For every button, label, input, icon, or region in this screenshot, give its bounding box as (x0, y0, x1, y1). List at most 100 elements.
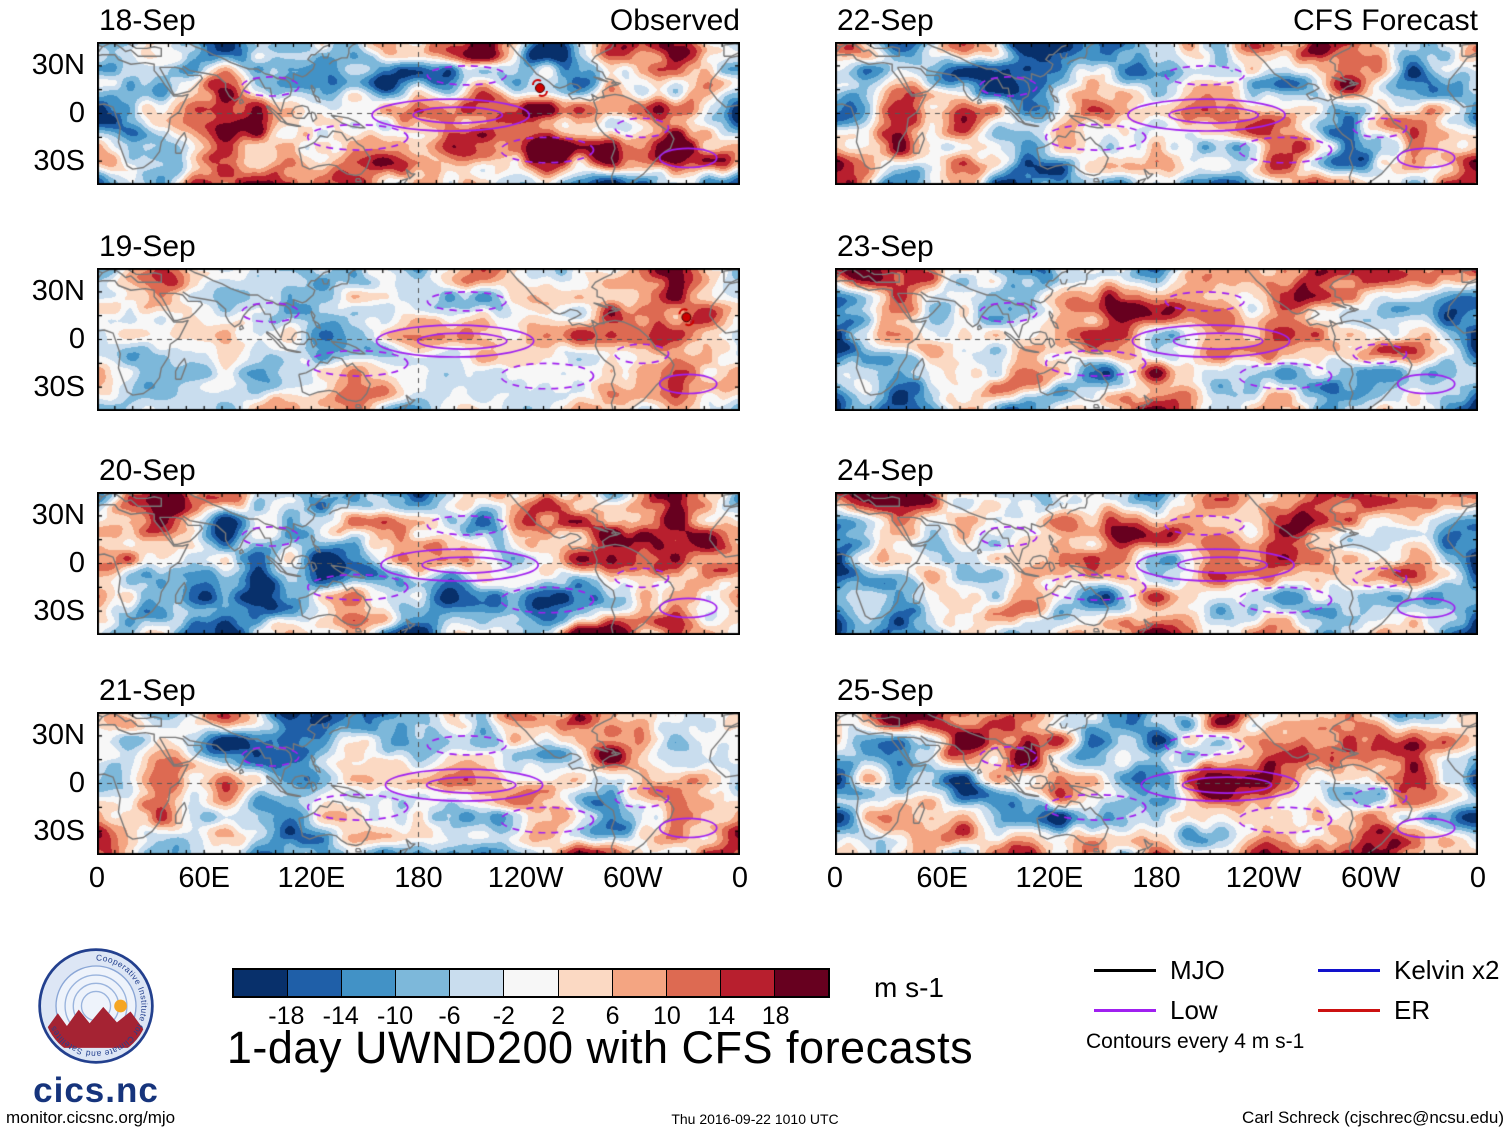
y-tick-30n: 30N (31, 499, 85, 531)
map-panel-observed-18-sep: 18-Sep Observed 30N 0 30S (32, 6, 740, 185)
panel-date-label: 24-Sep (837, 454, 934, 487)
map-canvas-observed-18-sep (97, 42, 740, 185)
colorbar-tick: 2 (551, 1002, 566, 1030)
x-tick-180: 180 (394, 862, 443, 894)
colorbar-tick: -10 (377, 1002, 414, 1030)
y-tick-30s: 30S (33, 595, 85, 627)
x-tick-60w: 60W (1341, 862, 1401, 894)
y-tick-30n: 30N (31, 275, 85, 307)
legend-item-low: Low (1094, 995, 1218, 1026)
legend-item-er: ER (1318, 995, 1430, 1026)
panel-date-label: 18-Sep (99, 4, 196, 37)
y-tick-eq: 0 (68, 767, 85, 799)
observed-column-header: Observed (609, 4, 740, 37)
map-panel-observed-19-sep: 19-Sep 30N 0 30S (32, 232, 740, 411)
colorbar-tick: -2 (492, 1002, 515, 1030)
panel-date-label: 22-Sep (837, 4, 934, 37)
legend-label-er: ER (1394, 995, 1431, 1025)
y-tick-30s: 30S (33, 371, 85, 403)
logo-sun (114, 999, 127, 1013)
colorbar-segment (612, 970, 667, 996)
cics-logo: Cooperative Institute for Climate and Sa… (12, 946, 180, 1111)
colorbar-segment (450, 970, 505, 996)
colorbar-segment (342, 970, 397, 996)
colorbar (232, 968, 830, 998)
y-tick-eq: 0 (68, 97, 85, 129)
map-canvas-forecast-23-sep (835, 268, 1478, 411)
x-tick-0: 0 (826, 862, 844, 894)
mjo-line (1094, 969, 1156, 972)
map-panel-observed-21-sep: 21-Sep 30N 0 30S (32, 676, 740, 855)
legend-label-kelvin: Kelvin x2 (1394, 955, 1500, 985)
map-panel-forecast-25-sep: 25-Sep (835, 676, 1478, 855)
colorbar-segment (774, 970, 829, 996)
colorbar-segment (558, 970, 613, 996)
legend-label-mjo: MJO (1170, 955, 1225, 985)
low-line (1094, 1009, 1156, 1012)
x-tick-60e: 60E (178, 862, 230, 894)
footer-timestamp: Thu 2016-09-22 1010 UTC (671, 1111, 839, 1127)
colorbar-tick: -14 (322, 1002, 359, 1030)
legend-item-kelvin: Kelvin x2 (1318, 955, 1500, 986)
x-tick-0b: 0 (731, 862, 749, 894)
colorbar-segment (666, 970, 721, 996)
colorbar-segment (720, 970, 775, 996)
x-tick-120e: 120E (1015, 862, 1084, 894)
map-canvas-forecast-22-sep (835, 42, 1478, 185)
colorbar-unit: m s-1 (874, 972, 944, 1003)
colorbar-segment (288, 970, 343, 996)
x-tick-60w: 60W (603, 862, 663, 894)
colorbar-tick: 10 (653, 1002, 681, 1030)
er-line (1318, 1009, 1380, 1012)
map-panel-forecast-24-sep: 24-Sep (835, 456, 1478, 635)
logo-mountains (43, 1006, 149, 1048)
colorbar-segment (396, 970, 451, 996)
panel-date-label: 23-Sep (837, 230, 934, 263)
map-canvas-observed-21-sep (97, 712, 740, 855)
map-canvas-forecast-25-sep (835, 712, 1478, 855)
forecast-column-header: CFS Forecast (1292, 4, 1478, 37)
legend-label-low: Low (1170, 995, 1218, 1025)
map-canvas-observed-20-sep (97, 492, 740, 635)
logo-wordmark: cics.nc (33, 1071, 159, 1110)
panel-date-label: 20-Sep (99, 454, 196, 487)
map-panel-observed-20-sep: 20-Sep 30N 0 30S (32, 456, 740, 635)
cics-logo-image: Cooperative Institute for Climate and Sa… (38, 948, 154, 1064)
colorbar-ticks: -18 -14 -10 -6 -2 2 6 10 14 18 (232, 1002, 830, 1030)
colorbar-segment (504, 970, 559, 996)
panel-date-label: 19-Sep (99, 230, 196, 263)
legend-item-mjo: MJO (1094, 955, 1225, 986)
x-axis-forecast: 0 60E 120E 180 120W 60W 0 (827, 862, 1486, 896)
footer-credit: Carl Schreck (cjschrec@ncsu.edu) (1242, 1108, 1504, 1127)
panel-date-label: 21-Sep (99, 674, 196, 707)
colorbar-tick: -6 (438, 1002, 461, 1030)
x-tick-120w: 120W (1225, 862, 1302, 894)
y-tick-30n: 30N (31, 719, 85, 751)
kelvin-line (1318, 969, 1380, 972)
x-tick-60e: 60E (916, 862, 968, 894)
colorbar-tick: -18 (268, 1002, 305, 1030)
x-axis-observed: 0 60E 120E 180 120W 60W 0 (89, 862, 748, 896)
colorbar-segment (234, 970, 289, 996)
map-canvas-observed-19-sep (97, 268, 740, 411)
figure-title: 1-day UWND200 with CFS forecasts (226, 1022, 974, 1073)
y-tick-30s: 30S (33, 815, 85, 847)
y-tick-eq: 0 (68, 323, 85, 355)
colorbar-tick: 14 (707, 1002, 736, 1030)
x-tick-120e: 120E (277, 862, 346, 894)
x-tick-0b: 0 (1469, 862, 1487, 894)
x-tick-180: 180 (1132, 862, 1181, 894)
map-canvas-forecast-24-sep (835, 492, 1478, 635)
colorbar-tick: 6 (605, 1002, 620, 1030)
panel-date-label: 25-Sep (837, 674, 934, 707)
footer-url: monitor.cicsnc.org/mjo (6, 1108, 176, 1127)
map-panel-forecast-22-sep: 22-Sep CFS Forecast (835, 6, 1478, 185)
y-tick-30s: 30S (33, 145, 85, 177)
x-tick-120w: 120W (487, 862, 564, 894)
y-tick-30n: 30N (31, 49, 85, 81)
x-tick-0: 0 (88, 862, 106, 894)
contour-interval-note: Contours every 4 m s-1 (1086, 1030, 1305, 1053)
map-panel-forecast-23-sep: 23-Sep (835, 232, 1478, 411)
colorbar-tick: 18 (761, 1002, 790, 1030)
y-tick-eq: 0 (68, 547, 85, 579)
